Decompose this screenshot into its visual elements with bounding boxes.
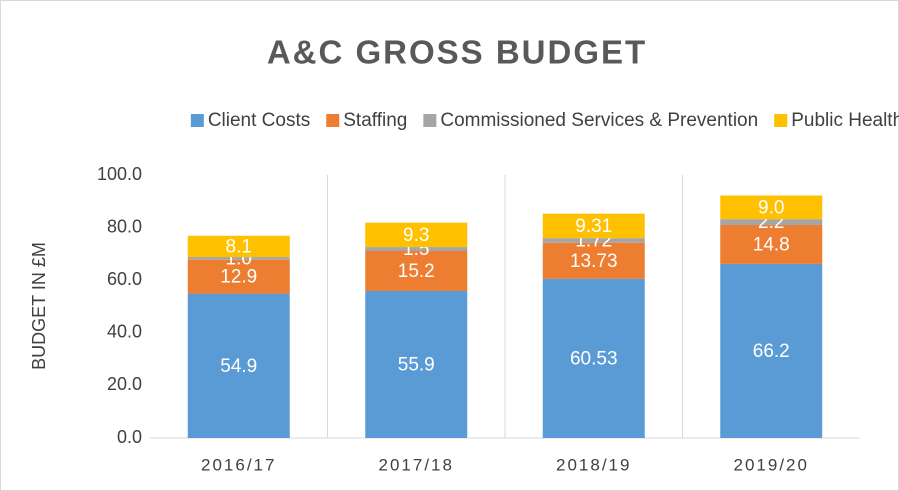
bar-segment bbox=[720, 195, 823, 220]
bar-segment bbox=[365, 290, 468, 438]
bar-segment bbox=[187, 259, 290, 294]
y-tick-label: 60.0 bbox=[107, 269, 142, 289]
bar-segment bbox=[542, 242, 645, 279]
legend-label: Public Health bbox=[791, 110, 899, 131]
bar-segment bbox=[720, 263, 823, 438]
legend-swatch bbox=[423, 114, 437, 127]
legend-label: Client Costs bbox=[208, 110, 310, 131]
data-label: 14.8 bbox=[753, 234, 790, 255]
data-label: 60.53 bbox=[570, 348, 618, 369]
legend-label: Commissioned Services & Prevention bbox=[440, 110, 758, 131]
legend-label: Staffing bbox=[343, 110, 407, 131]
data-label: 9.0 bbox=[758, 197, 784, 218]
y-tick-label: 40.0 bbox=[107, 322, 142, 342]
data-label: 12.9 bbox=[220, 267, 257, 288]
data-label: 54.9 bbox=[220, 356, 257, 377]
bar-segment bbox=[365, 247, 468, 252]
legend-swatch bbox=[774, 114, 788, 127]
bar-segment bbox=[720, 219, 823, 225]
x-tick-label: 2018/19 bbox=[556, 455, 631, 474]
bar-segment bbox=[187, 293, 290, 438]
legend-swatch bbox=[326, 114, 340, 127]
bar-segment bbox=[720, 224, 823, 264]
y-tick-label: 80.0 bbox=[107, 216, 142, 236]
x-tick-label: 2017/18 bbox=[379, 455, 454, 474]
data-label: 15.2 bbox=[398, 261, 435, 282]
legend-swatch bbox=[190, 114, 204, 127]
data-label: 13.73 bbox=[570, 251, 618, 272]
y-tick-label: 20.0 bbox=[107, 374, 142, 394]
bar-segment bbox=[187, 257, 290, 260]
data-label: 9.3 bbox=[403, 225, 429, 246]
bar-segment bbox=[542, 278, 645, 438]
y-tick-label: 0.0 bbox=[117, 427, 142, 447]
bar-segment bbox=[542, 238, 645, 243]
chart-title: A&C GROSS BUDGET bbox=[267, 34, 647, 71]
x-tick-label: 2016/17 bbox=[201, 455, 276, 474]
bar-segment bbox=[365, 222, 468, 248]
y-axis-label: BUDGET IN £M bbox=[29, 242, 49, 370]
data-label: 66.2 bbox=[753, 341, 790, 362]
data-label: 8.1 bbox=[226, 236, 252, 257]
bar-segment bbox=[365, 251, 468, 291]
data-label: 9.31 bbox=[575, 216, 612, 237]
y-tick-label: 100.0 bbox=[97, 164, 142, 184]
bar-segment bbox=[187, 235, 290, 258]
x-tick-label: 2019/20 bbox=[734, 455, 809, 474]
bar-segment bbox=[542, 213, 645, 239]
data-label: 55.9 bbox=[398, 355, 435, 376]
